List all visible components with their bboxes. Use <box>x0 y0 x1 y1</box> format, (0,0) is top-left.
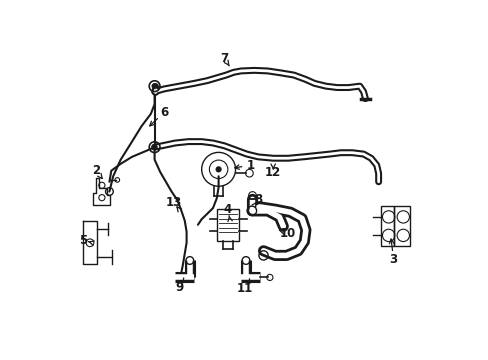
Circle shape <box>152 84 157 89</box>
Text: 11: 11 <box>236 282 253 295</box>
Bar <box>393 206 409 246</box>
Bar <box>380 206 393 246</box>
Text: 3: 3 <box>389 253 397 266</box>
Text: 5: 5 <box>79 234 87 247</box>
Text: 9: 9 <box>175 281 183 294</box>
Text: 2: 2 <box>92 164 100 177</box>
Text: 10: 10 <box>280 226 296 240</box>
Text: 4: 4 <box>224 203 232 216</box>
Text: 7: 7 <box>220 52 228 65</box>
Text: 1: 1 <box>246 159 254 172</box>
Bar <box>217 208 238 241</box>
Text: 6: 6 <box>160 106 168 119</box>
Text: 13: 13 <box>165 196 181 209</box>
Circle shape <box>215 166 221 172</box>
Text: 12: 12 <box>264 166 281 179</box>
Text: 8: 8 <box>253 193 262 206</box>
Circle shape <box>152 144 157 150</box>
